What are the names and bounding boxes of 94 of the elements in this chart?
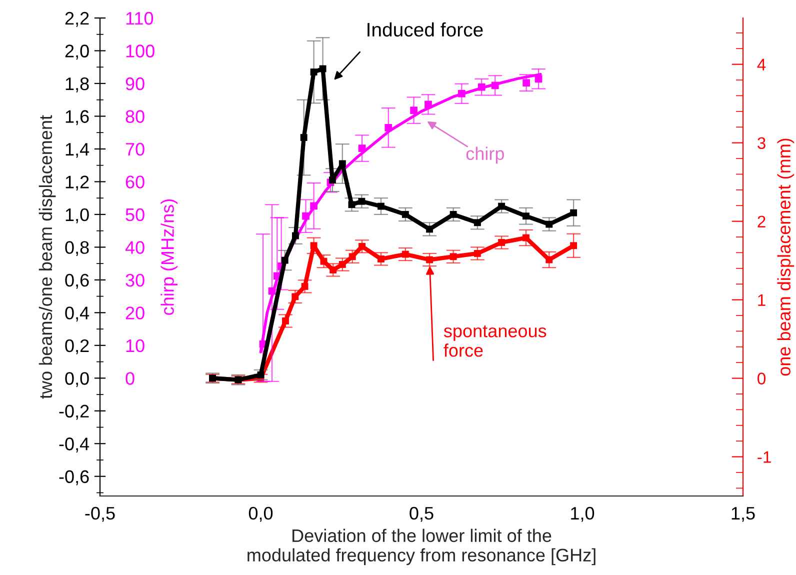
point	[410, 106, 418, 114]
y3-tick-label: -1	[758, 451, 771, 463]
y-tick-label: -0,6	[59, 470, 89, 486]
y2-tick-label: 40	[125, 241, 144, 254]
point	[358, 242, 366, 250]
point	[522, 79, 530, 86]
annotation: chirp	[466, 146, 504, 164]
point	[378, 202, 384, 210]
annotation: Induced force	[368, 22, 483, 37]
x-tick-label: 1,5	[732, 507, 755, 522]
point	[320, 258, 328, 265]
y2-tick-label: 0	[126, 372, 134, 385]
y-tick-label: 2,0	[65, 44, 89, 60]
point	[310, 202, 318, 210]
y-tick-label: 0,2	[65, 339, 89, 354]
point	[402, 210, 409, 218]
y-tick-label: 0,0	[65, 372, 89, 387]
y-tick-label: -0,4	[59, 438, 90, 452]
x-tick-label: 1,0	[571, 506, 594, 522]
y3-axis-title: one beam displacement (mm)	[777, 138, 794, 376]
y-tick-label: 1,8	[66, 77, 89, 92]
point	[300, 134, 308, 141]
point	[330, 266, 337, 274]
point	[426, 256, 434, 264]
point	[424, 100, 432, 108]
y-axis-title: two beams/one beam displacement	[38, 115, 56, 399]
y2-tick-label: 100	[126, 44, 154, 58]
point	[257, 371, 264, 378]
y2-tick-label: 60	[126, 176, 144, 188]
y2-tick-label: 10	[126, 339, 144, 352]
y3-tick-label: 4	[757, 58, 766, 70]
y2-axis-title: chirp (MHz/ns)	[160, 199, 178, 315]
point	[458, 90, 466, 98]
x-tick-label: 0,5	[410, 506, 434, 522]
point	[384, 124, 392, 132]
point	[474, 219, 481, 226]
y3-tick-label: 0	[758, 372, 766, 384]
point	[402, 250, 409, 258]
point	[534, 75, 542, 83]
point	[378, 255, 384, 262]
point	[546, 220, 553, 228]
y2-tick-label: 110	[126, 12, 154, 25]
y2-tick-label: 90	[126, 77, 144, 90]
point	[302, 212, 310, 220]
point	[546, 256, 553, 264]
x-tick-label: 0,0	[248, 506, 273, 522]
y-tick-label: 0,6	[65, 274, 89, 289]
point	[328, 176, 336, 184]
y3-tick-label: 2	[758, 216, 766, 228]
point	[348, 201, 356, 208]
point	[338, 160, 346, 168]
y-tick-label: 0,4	[65, 306, 90, 322]
y-tick-label: 1,6	[66, 110, 89, 126]
point	[478, 83, 486, 91]
y-tick-label: 1,0	[66, 208, 89, 224]
point	[310, 242, 318, 250]
y3-tick-label: 3	[758, 137, 766, 149]
point	[491, 82, 499, 90]
point	[292, 232, 299, 240]
point	[319, 65, 326, 72]
y3-tick-label: 1	[758, 294, 766, 306]
point	[301, 282, 308, 290]
y2-tick-label: 70	[126, 142, 144, 156]
point	[358, 144, 366, 152]
point	[348, 253, 356, 260]
point	[522, 234, 530, 242]
point	[281, 256, 288, 264]
point	[268, 287, 276, 295]
point	[338, 260, 346, 268]
y-tick-label: -0,2	[59, 404, 89, 420]
y-tick-label: 1,4	[66, 143, 90, 158]
point	[474, 250, 481, 257]
point	[498, 202, 506, 210]
y-tick-label: 2,2	[65, 12, 89, 27]
point	[522, 212, 530, 220]
point	[358, 198, 366, 205]
y2-tick-label: 80	[126, 110, 144, 123]
x-axis-title: Deviation of the lower limit of the modulated frequency from resonance [GHz]	[248, 528, 596, 566]
y2-tick-label: 30	[126, 274, 144, 287]
y-tick-label: 0,8	[65, 241, 89, 256]
point	[450, 210, 457, 218]
point	[570, 209, 578, 216]
annotation: spontaneous force	[444, 325, 546, 357]
point	[282, 317, 289, 324]
y2-tick-label: 50	[126, 208, 144, 222]
point	[498, 239, 506, 246]
y-tick-label: 1,2	[66, 176, 89, 191]
point	[292, 293, 299, 300]
point	[450, 253, 457, 260]
x-tick-label: -0,5	[85, 506, 115, 522]
point	[570, 242, 578, 250]
y2-tick-label: 20	[126, 306, 144, 320]
point	[426, 226, 434, 233]
point	[310, 68, 318, 76]
